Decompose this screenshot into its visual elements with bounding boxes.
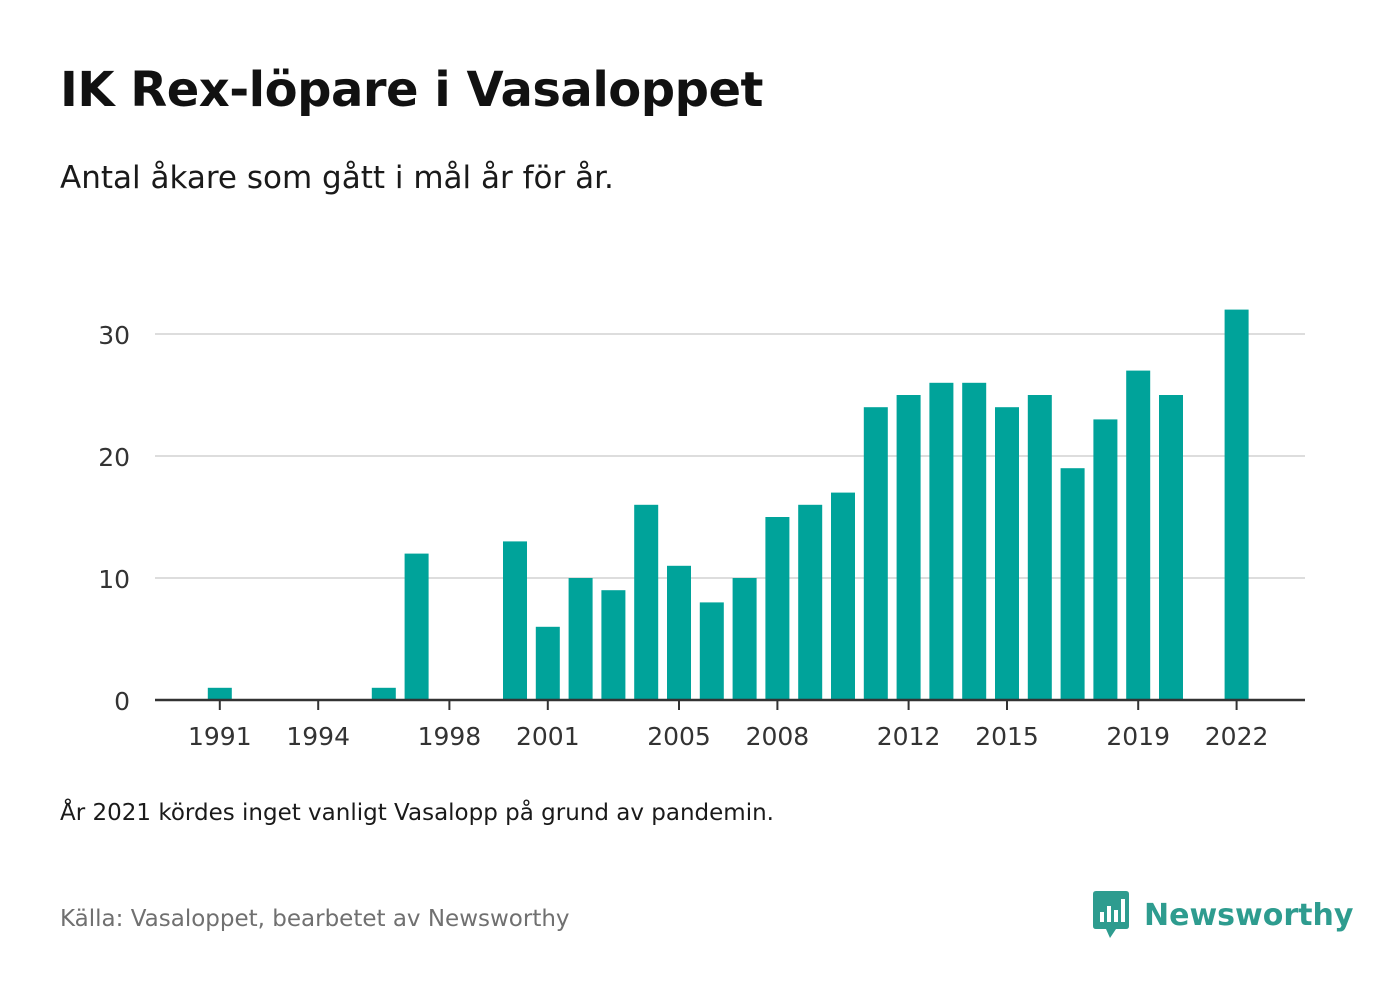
y-tick-label: 30 <box>98 321 130 350</box>
bar-2010 <box>831 492 855 700</box>
bar-2001 <box>535 626 560 700</box>
bars <box>207 309 1249 700</box>
bar-2017 <box>1060 468 1085 700</box>
chart-note: År 2021 kördes inget vanligt Vasalopp på… <box>60 800 774 826</box>
source-credit: Källa: Vasaloppet, bearbetet av Newswort… <box>60 906 570 932</box>
x-tick-label: 2012 <box>877 722 941 751</box>
bar-2009 <box>798 504 823 700</box>
x-tick-label: 2005 <box>647 722 711 751</box>
x-tick-label: 1991 <box>188 722 252 751</box>
chart-title: IK Rex-löpare i Vasaloppet <box>60 62 763 118</box>
brand-logo[interactable]: Newsworthy <box>1090 890 1353 940</box>
x-tick-label: 1998 <box>418 722 482 751</box>
bar-2014 <box>962 382 987 700</box>
bar-2005 <box>667 565 691 700</box>
chart-subtitle: Antal åkare som gått i mål år för år. <box>60 160 614 196</box>
bar-2019 <box>1126 370 1151 700</box>
x-tick-label: 2015 <box>975 722 1039 751</box>
bar-2016 <box>1027 395 1052 700</box>
newsworthy-logo-icon <box>1093 891 1129 938</box>
bar-2011 <box>863 407 888 700</box>
x-tick-label: 2008 <box>746 722 810 751</box>
axes: 0 10 20 30 1991 1994 1998 2001 2005 2008 2012 2015 2… <box>98 321 1305 751</box>
x-tick-label: 2019 <box>1106 722 1170 751</box>
y-tick-label: 20 <box>98 443 130 472</box>
bar-2018 <box>1093 419 1118 700</box>
bar-1997 <box>404 553 429 700</box>
bar-1991 <box>207 687 232 700</box>
x-tick-label: 1994 <box>286 722 350 751</box>
bar-2004 <box>634 504 659 700</box>
bar-2006 <box>699 602 724 700</box>
y-tick-label: 0 <box>114 687 130 716</box>
x-tick-label: 2022 <box>1205 722 1269 751</box>
bar-2022 <box>1224 309 1249 700</box>
bar-2007 <box>732 578 757 700</box>
bar-2015 <box>995 407 1019 700</box>
brand-name: Newsworthy <box>1144 897 1354 933</box>
bar-2008 <box>765 517 790 700</box>
bar-2012 <box>896 395 921 700</box>
bar-2000 <box>503 541 527 700</box>
x-tick-label: 2001 <box>516 722 580 751</box>
bar-2003 <box>601 590 626 700</box>
bar-1996 <box>371 687 396 700</box>
bar-2002 <box>568 578 593 700</box>
y-tick-label: 10 <box>98 565 130 594</box>
bar-2020 <box>1159 395 1183 700</box>
bar-2013 <box>929 382 954 700</box>
